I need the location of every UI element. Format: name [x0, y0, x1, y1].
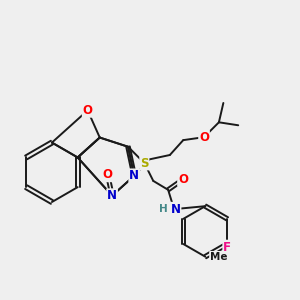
Text: Me: Me: [210, 252, 227, 262]
Text: S: S: [140, 157, 148, 169]
Text: N: N: [171, 202, 181, 216]
Text: N: N: [129, 169, 139, 182]
Text: O: O: [178, 173, 188, 186]
Text: O: O: [103, 168, 112, 182]
Text: F: F: [223, 241, 231, 254]
Text: N: N: [107, 189, 117, 202]
Text: O: O: [199, 131, 209, 144]
Text: H: H: [159, 204, 168, 214]
Text: O: O: [83, 104, 93, 117]
